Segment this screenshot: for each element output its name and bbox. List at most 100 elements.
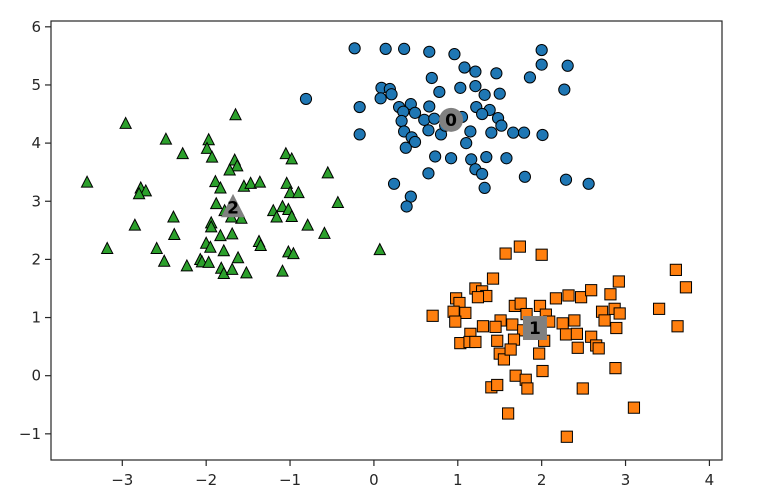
data-point <box>283 185 297 199</box>
data-point <box>167 227 181 240</box>
data-point <box>598 314 611 327</box>
x-tick-label: 2 <box>537 471 547 489</box>
data-point <box>132 186 146 200</box>
y-tick-label: 1 <box>31 309 41 327</box>
data-point <box>202 255 216 268</box>
data-point <box>318 226 331 239</box>
y-tick-label: 4 <box>31 134 41 152</box>
data-point <box>387 177 401 190</box>
x-tick-label: 4 <box>705 471 715 489</box>
cluster-center-label: 1 <box>529 319 541 339</box>
data-point <box>180 258 194 272</box>
data-point <box>253 175 267 188</box>
data-point <box>254 238 268 252</box>
data-point <box>225 226 239 240</box>
data-point <box>570 327 583 340</box>
data-point <box>208 174 222 188</box>
data-point <box>80 175 94 188</box>
data-point <box>231 250 245 264</box>
data-point <box>444 152 458 165</box>
data-point <box>449 315 462 328</box>
data-point <box>476 167 489 181</box>
data-point <box>204 219 218 233</box>
data-point <box>395 114 408 128</box>
data-point <box>385 88 398 101</box>
data-points-layer <box>80 42 693 443</box>
data-point <box>556 317 569 330</box>
data-point <box>379 42 392 56</box>
data-point <box>592 342 605 355</box>
y-tick-label: 2 <box>31 250 41 268</box>
data-point <box>517 126 531 139</box>
data-point <box>576 382 589 395</box>
data-point <box>433 85 446 99</box>
cluster-centers-layer: 0 1 2 <box>221 107 547 341</box>
data-point <box>374 92 387 105</box>
data-point <box>157 254 171 267</box>
data-point <box>652 302 666 315</box>
data-point <box>535 248 548 261</box>
data-point <box>425 71 438 85</box>
data-point <box>205 150 219 163</box>
data-point <box>559 173 573 186</box>
data-point <box>500 152 513 165</box>
data-point <box>471 291 485 304</box>
data-point <box>585 284 598 297</box>
data-point <box>454 81 467 94</box>
data-point <box>521 382 534 395</box>
data-point <box>398 42 411 56</box>
x-tick-label: 0 <box>369 471 379 489</box>
data-point <box>574 291 588 304</box>
data-point <box>292 185 305 199</box>
data-point <box>209 196 223 210</box>
data-point <box>469 335 482 349</box>
data-point <box>562 289 575 302</box>
data-point <box>460 137 473 150</box>
data-point <box>485 126 498 139</box>
data-point <box>139 183 153 197</box>
cluster-center-marker <box>522 316 547 341</box>
data-point <box>159 132 173 145</box>
cluster-0-points <box>299 42 595 213</box>
data-point <box>276 264 289 277</box>
data-point <box>418 113 431 126</box>
data-point <box>408 135 422 149</box>
y-tick-label: −1 <box>19 425 41 443</box>
data-point <box>234 211 248 224</box>
data-point <box>301 218 315 231</box>
data-point <box>613 307 626 320</box>
data-point <box>464 125 477 138</box>
data-point <box>469 80 482 93</box>
y-tick-label: 5 <box>31 76 41 94</box>
data-point <box>422 124 435 137</box>
cluster-2-points <box>80 107 387 279</box>
data-point <box>549 292 563 305</box>
data-point <box>504 343 517 356</box>
data-point <box>223 162 237 176</box>
data-point <box>423 45 436 58</box>
y-tick-label: 0 <box>31 367 41 385</box>
data-point <box>609 362 622 375</box>
axes: −3 −2 −1 0 1 2 3 4 −1 0 1 2 3 4 5 6 <box>19 18 723 489</box>
data-point <box>202 132 216 146</box>
data-point <box>448 48 461 61</box>
data-point <box>610 321 623 335</box>
data-point <box>627 401 641 414</box>
data-point <box>373 242 387 256</box>
data-point <box>559 328 573 341</box>
cluster-center-marker <box>439 107 464 132</box>
data-point <box>348 42 361 55</box>
data-point <box>489 320 502 333</box>
cluster-center-label: 0 <box>445 111 457 131</box>
data-point <box>217 266 231 279</box>
data-point <box>167 209 180 223</box>
data-point <box>229 107 242 121</box>
data-point <box>285 151 299 165</box>
data-point <box>200 141 214 154</box>
data-point <box>486 272 500 285</box>
x-tick-label: 3 <box>621 471 631 489</box>
data-point <box>299 92 313 106</box>
data-point <box>279 146 293 160</box>
data-point <box>321 165 335 179</box>
y-tick-label: 3 <box>31 192 41 210</box>
